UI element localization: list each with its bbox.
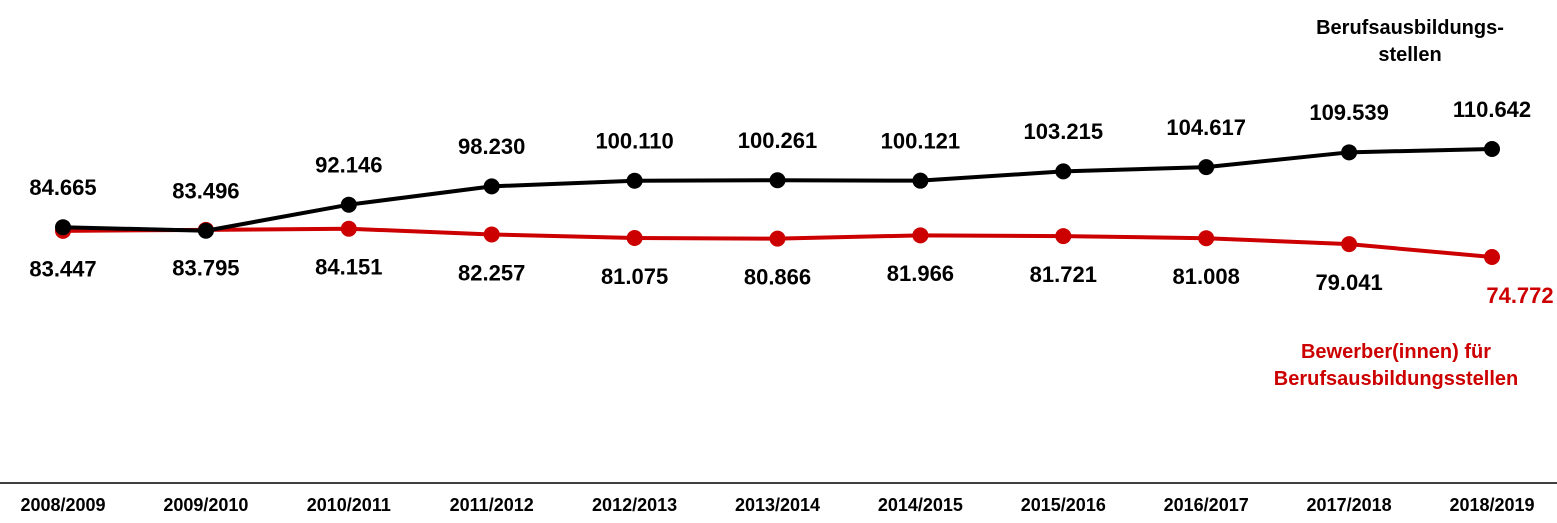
data-label: 84.665 [29,175,96,200]
x-tick-label: 2008/2009 [20,495,105,515]
data-point [483,226,500,243]
data-point [1484,141,1500,157]
data-point [1055,228,1072,245]
x-tick-label: 2013/2014 [735,495,820,515]
data-label: 92.146 [315,153,382,178]
legend-label: Bewerber(innen) für Berufsausbildungsste… [1273,341,1519,390]
data-label: 81.966 [887,261,954,286]
data-point [912,227,929,244]
data-label: 109.539 [1309,100,1389,125]
data-point [483,178,500,195]
data-point [1341,144,1358,161]
data-label: 82.257 [458,260,525,285]
data-point [197,222,214,239]
x-tick-label: 2014/2015 [878,495,963,515]
data-label: 81.075 [601,264,668,289]
data-label: 103.215 [1024,119,1104,144]
data-label: 100.110 [595,129,673,154]
x-tick-label: 2015/2016 [1021,495,1106,515]
data-label: 81.008 [1173,264,1240,289]
data-label: 98.230 [458,134,525,159]
data-point [1055,163,1072,180]
data-point [1341,236,1358,253]
data-label: 110.642 [1453,97,1531,122]
x-tick-label: 2016/2017 [1164,495,1249,515]
data-point [626,172,643,189]
x-tick-label: 2018/2019 [1449,495,1534,515]
data-label: 80.866 [744,264,811,289]
legend-label: Berufsausbildungs- stellen [1316,17,1504,66]
x-tick-label: 2017/2018 [1307,495,1392,515]
x-tick-label: 2010/2011 [307,495,391,515]
data-label: 74.772 [1486,283,1553,308]
x-tick-label: 2011/2012 [450,495,534,515]
data-point [55,219,71,236]
series-line [62,147,1493,233]
x-tick-label: 2012/2013 [592,495,677,515]
data-label: 81.721 [1030,262,1097,287]
data-label: 84.151 [315,255,382,280]
data-label: 79.041 [1315,270,1382,295]
data-label: 100.121 [881,128,961,153]
data-label: 104.617 [1166,115,1246,140]
x-tick-label: 2009/2010 [163,495,248,515]
data-point [769,172,786,189]
data-point [340,196,357,213]
data-point [912,172,929,189]
data-label: 83.496 [172,179,239,204]
data-point [626,230,643,247]
data-point [769,230,786,247]
data-label: 83.795 [172,256,239,281]
data-point [1198,230,1215,247]
data-point [1198,159,1215,176]
data-label: 100.261 [738,128,818,153]
data-point [340,220,357,237]
data-label: 83.447 [29,257,96,282]
data-point [1484,249,1500,265]
